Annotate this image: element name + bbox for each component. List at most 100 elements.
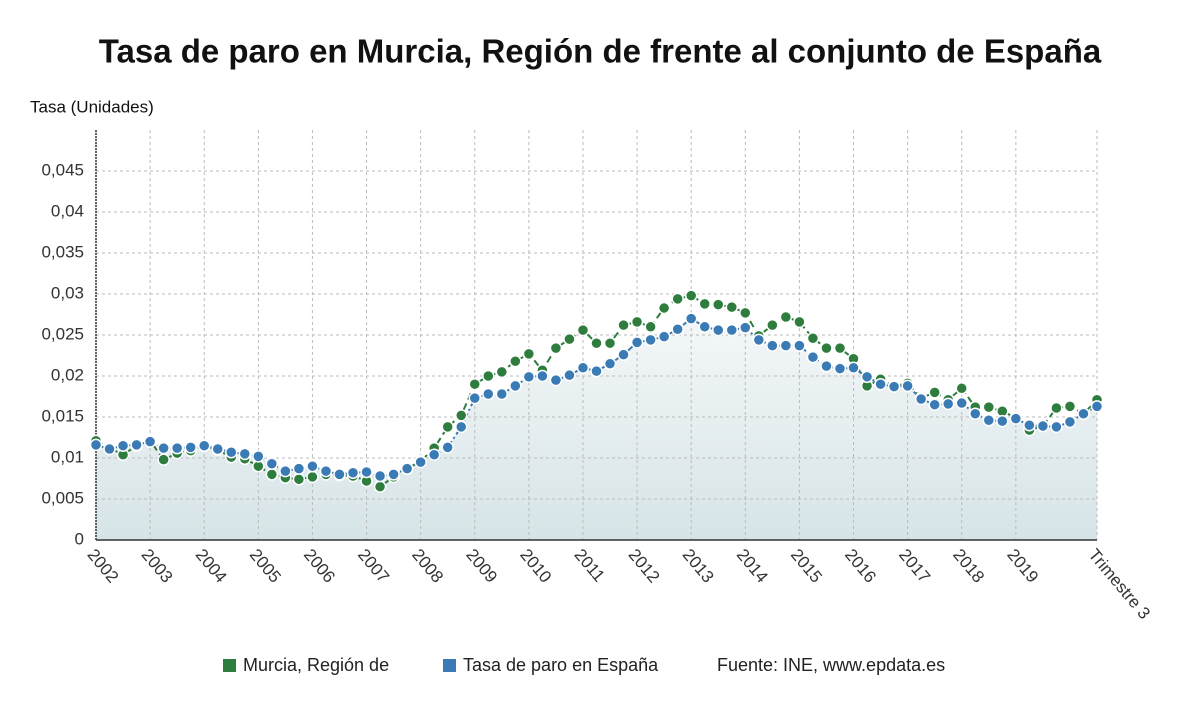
area [96, 318, 1097, 540]
data-point [955, 382, 968, 395]
data-point [684, 289, 698, 302]
x-tick-label: 2012 [625, 545, 664, 586]
data-point [684, 312, 698, 325]
data-point [468, 391, 482, 405]
data-point [982, 414, 996, 427]
data-point [806, 350, 820, 364]
data-point [860, 370, 874, 384]
data-point [292, 473, 306, 486]
data-point [306, 459, 319, 473]
data-point [265, 468, 279, 481]
data-point [482, 369, 495, 383]
y-tick-label: 0 [75, 529, 84, 548]
data-point [157, 441, 170, 455]
data-point [928, 398, 941, 411]
data-point [603, 336, 617, 350]
data-point [387, 468, 400, 481]
data-point [739, 306, 752, 320]
data-point [996, 414, 1009, 428]
data-point [725, 323, 739, 337]
x-tick-label: 2007 [354, 545, 393, 586]
data-point [941, 397, 955, 411]
data-point [982, 400, 996, 414]
data-point [509, 354, 522, 368]
data-point [617, 348, 630, 361]
y-axis-label: Tasa (Unidades) [30, 97, 154, 116]
data-point [671, 323, 684, 336]
data-point [197, 439, 211, 452]
x-tick-label: 2019 [1003, 545, 1042, 586]
data-point [590, 364, 603, 378]
data-point [806, 332, 820, 345]
x-tick-label: 2003 [138, 545, 177, 586]
data-point [1009, 412, 1023, 425]
data-point [657, 330, 671, 343]
data-point [373, 480, 387, 493]
data-point [454, 420, 468, 434]
data-point [495, 365, 509, 379]
y-tick-label: 0,005 [41, 488, 84, 507]
x-tick-label: 2011 [570, 545, 608, 585]
data-point [955, 396, 968, 410]
x-tick-label: Trimestre 3 [1085, 545, 1154, 623]
data-point [549, 341, 563, 355]
x-tick-label: 2008 [408, 545, 447, 586]
x-tick-label: 2004 [192, 545, 231, 586]
data-point [130, 438, 143, 452]
data-point [576, 323, 590, 337]
data-point [522, 370, 536, 384]
data-point [1077, 407, 1090, 420]
x-tick-label: 2014 [733, 545, 772, 586]
data-point [820, 359, 833, 373]
data-point [752, 333, 766, 347]
legend-swatch [223, 659, 236, 672]
data-point [482, 387, 495, 401]
data-point [779, 339, 793, 352]
data-point [89, 438, 103, 452]
legend-swatch [443, 659, 456, 672]
data-point [1050, 420, 1063, 434]
data-point [644, 320, 657, 334]
data-point [1023, 418, 1036, 432]
data-point [657, 301, 671, 315]
data-point [522, 347, 536, 361]
data-point [901, 379, 914, 393]
data-point [225, 446, 238, 459]
data-point [928, 386, 941, 399]
data-point [711, 323, 725, 337]
data-point [495, 387, 509, 401]
data-point [617, 318, 630, 332]
data-point [563, 332, 576, 346]
data-point [549, 373, 563, 387]
data-point [414, 455, 427, 469]
y-tick-label: 0,03 [51, 283, 84, 302]
plot-area: 0 0,005 0,01 0,015 0,02 0,025 0,03 0,035 0,04 0,0… [41, 130, 1154, 623]
data-point [630, 336, 644, 349]
data-point [468, 377, 482, 391]
chart-title: Tasa de paro en Murcia, Región de frente… [99, 33, 1102, 70]
data-point [1050, 401, 1063, 415]
data-point [306, 470, 319, 484]
legend-entry: Murcia, Región de [243, 655, 389, 675]
data-point [887, 380, 901, 393]
data-point [914, 392, 928, 406]
data-point [427, 448, 441, 461]
data-point [630, 315, 644, 329]
data-point [725, 300, 739, 314]
data-point [1063, 400, 1077, 413]
data-point [698, 297, 711, 311]
data-point [671, 292, 684, 306]
data-point [603, 357, 617, 370]
x-tick-label: 2018 [949, 545, 988, 586]
data-point [400, 462, 414, 475]
x-tick-label: 2009 [462, 545, 501, 586]
x-tick-label: 2015 [787, 545, 826, 586]
y-tick-label: 0,045 [41, 160, 84, 179]
data-point [103, 442, 116, 456]
data-point [360, 465, 373, 479]
x-tick-label: 2005 [246, 545, 285, 586]
data-point [509, 379, 522, 393]
source-note: Fuente: INE, www.epdata.es [717, 655, 945, 675]
data-point [563, 368, 576, 382]
data-point [454, 409, 468, 422]
